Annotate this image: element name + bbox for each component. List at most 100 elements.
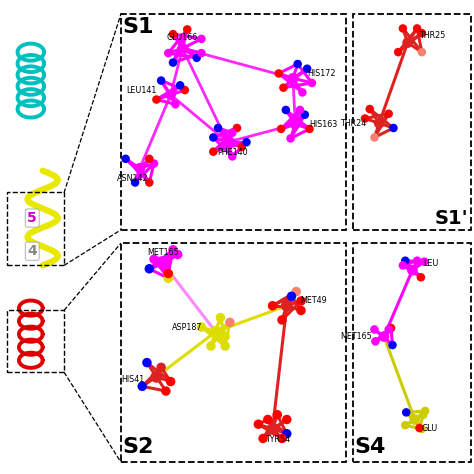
Circle shape (290, 119, 301, 129)
Circle shape (387, 324, 395, 332)
Circle shape (274, 69, 283, 78)
Circle shape (197, 49, 206, 57)
Circle shape (254, 419, 263, 429)
Circle shape (164, 49, 173, 57)
Circle shape (379, 331, 389, 342)
Circle shape (183, 25, 191, 34)
Circle shape (220, 332, 230, 341)
Text: LEU: LEU (423, 259, 438, 267)
Circle shape (171, 100, 180, 109)
Text: 5: 5 (27, 211, 37, 225)
Circle shape (293, 60, 302, 68)
Bar (121, 243, 346, 462)
Circle shape (418, 425, 426, 433)
Circle shape (152, 95, 161, 104)
Circle shape (417, 273, 425, 282)
Circle shape (389, 124, 398, 132)
Circle shape (415, 424, 424, 432)
Circle shape (222, 137, 233, 147)
Circle shape (413, 24, 421, 33)
Text: 4: 4 (27, 244, 37, 258)
Bar (353, 243, 471, 462)
Circle shape (298, 88, 307, 97)
Circle shape (233, 124, 241, 132)
Circle shape (421, 407, 429, 415)
Circle shape (209, 147, 218, 156)
Text: PHE140: PHE140 (217, 148, 247, 157)
Text: HIS172: HIS172 (307, 69, 336, 78)
Circle shape (263, 415, 273, 424)
Circle shape (303, 64, 311, 73)
Circle shape (282, 429, 292, 438)
Circle shape (216, 313, 225, 322)
Circle shape (145, 178, 154, 187)
Circle shape (282, 106, 290, 114)
Text: MET165: MET165 (148, 248, 179, 256)
Circle shape (268, 301, 277, 310)
Circle shape (277, 125, 285, 133)
Circle shape (388, 341, 397, 349)
Text: S4: S4 (355, 438, 386, 457)
Circle shape (157, 258, 170, 270)
Circle shape (197, 322, 206, 332)
Text: THR25: THR25 (419, 31, 446, 40)
Circle shape (177, 43, 188, 54)
Circle shape (137, 382, 147, 391)
Circle shape (394, 48, 402, 56)
Circle shape (165, 90, 176, 100)
Circle shape (135, 163, 145, 173)
Text: S1: S1 (122, 17, 154, 36)
Circle shape (384, 325, 393, 334)
Circle shape (157, 76, 165, 85)
Circle shape (296, 296, 306, 306)
Text: ASN142: ASN142 (117, 174, 148, 183)
Circle shape (361, 114, 369, 123)
Bar (7, 192, 64, 265)
Circle shape (197, 35, 206, 43)
Circle shape (220, 341, 230, 351)
Circle shape (371, 337, 380, 346)
Text: TYR54: TYR54 (264, 435, 290, 444)
Circle shape (176, 81, 184, 90)
Circle shape (286, 134, 295, 143)
Circle shape (402, 37, 413, 48)
Circle shape (214, 124, 222, 132)
Circle shape (142, 358, 152, 367)
Circle shape (374, 118, 384, 128)
Circle shape (166, 377, 175, 386)
Circle shape (150, 159, 158, 168)
Circle shape (401, 421, 410, 429)
Bar (7, 310, 64, 372)
Circle shape (121, 155, 130, 163)
Circle shape (281, 300, 292, 312)
Text: S1': S1' (435, 210, 468, 228)
Circle shape (225, 318, 235, 327)
Text: THR24: THR24 (340, 119, 366, 128)
Circle shape (168, 245, 178, 255)
Circle shape (131, 178, 139, 187)
Circle shape (228, 128, 237, 137)
Circle shape (401, 256, 410, 265)
Circle shape (305, 125, 314, 133)
Circle shape (384, 109, 393, 118)
Text: S2: S2 (122, 438, 154, 457)
Circle shape (156, 363, 166, 372)
Circle shape (282, 415, 292, 424)
Circle shape (420, 257, 428, 266)
Circle shape (210, 326, 222, 338)
Circle shape (287, 292, 296, 301)
Circle shape (418, 48, 426, 56)
Circle shape (365, 105, 374, 113)
Circle shape (288, 73, 298, 83)
Circle shape (273, 410, 282, 419)
Circle shape (258, 434, 268, 443)
Circle shape (206, 341, 216, 351)
Circle shape (407, 265, 418, 275)
Circle shape (145, 264, 154, 273)
Circle shape (169, 30, 177, 38)
Text: GLU166: GLU166 (167, 34, 198, 42)
Circle shape (209, 133, 218, 142)
Circle shape (370, 133, 379, 142)
Bar (121, 14, 346, 230)
Bar (353, 14, 471, 230)
